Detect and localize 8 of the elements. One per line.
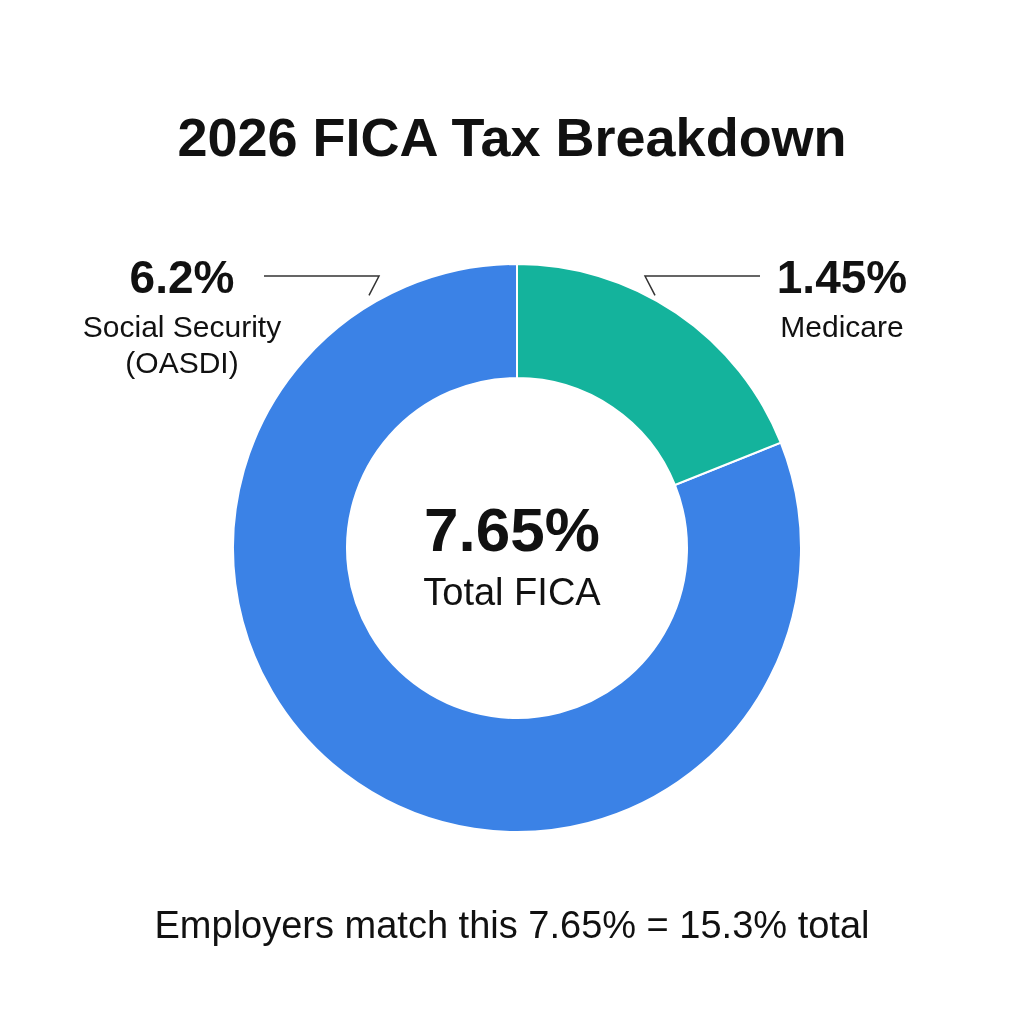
chart-title: 2026 FICA Tax Breakdown — [177, 107, 847, 167]
data-label: 6.2% — [129, 251, 235, 303]
text: 7.65% — [424, 495, 600, 564]
text: Employers match this 7.65% = 15.3% total — [154, 904, 870, 946]
data-label: 1.45% — [776, 251, 908, 303]
text: Total FICA — [423, 571, 602, 613]
slice-label: Medicare — [780, 310, 904, 343]
slice-label: Social Security (OASDI) — [82, 310, 282, 379]
